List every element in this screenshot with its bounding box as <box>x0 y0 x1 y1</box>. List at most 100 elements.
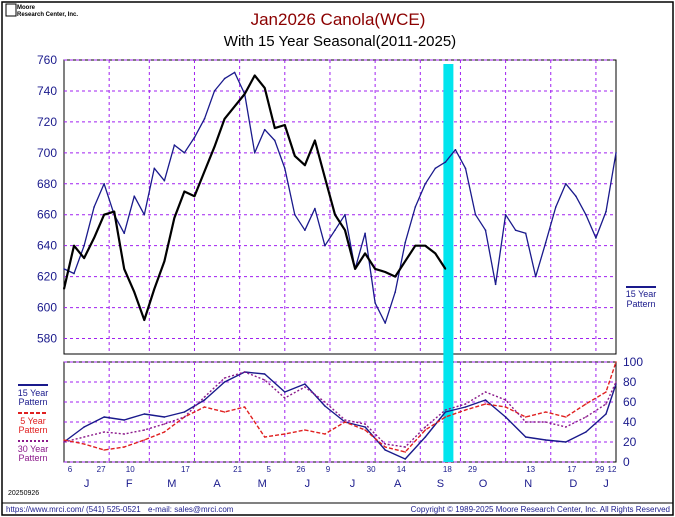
x-day-tick-label: 13 <box>526 465 535 474</box>
x-day-tick-label: 21 <box>233 465 242 474</box>
seasonal-15yr-point <box>163 416 166 418</box>
price-point <box>133 291 136 293</box>
seasonal-30yr-point <box>544 421 547 423</box>
price-point <box>153 288 156 290</box>
price-point <box>324 176 326 179</box>
pattern-15yr-point <box>374 302 376 304</box>
seasonal-15yr-point <box>524 436 527 438</box>
price-point <box>173 217 176 219</box>
seasonal-5yr-point <box>83 443 85 445</box>
seasonal-30yr-point <box>585 416 587 418</box>
seasonal-30yr-point <box>615 381 617 383</box>
pattern-15yr-point <box>304 229 306 232</box>
seasonal-30yr-point <box>384 443 386 445</box>
price-point <box>253 74 256 77</box>
pattern-15yr-point <box>133 195 136 197</box>
pattern-15yr-point <box>173 144 176 146</box>
price-point <box>284 124 286 126</box>
seasonal-15yr-point <box>103 416 105 418</box>
legend-30yr-line1: 30 Year <box>18 444 49 454</box>
pattern-15yr-point <box>404 241 407 244</box>
right-pattern-line2: Pattern <box>626 299 655 309</box>
x-day-tick-label: 29 <box>468 465 477 474</box>
seasonal-5yr-point <box>544 411 547 413</box>
price-point <box>93 237 95 239</box>
pattern-15yr-point <box>494 283 497 286</box>
price-point <box>73 244 75 247</box>
seasonal-5yr-point <box>585 403 587 405</box>
seasonal-30yr-point <box>203 396 206 398</box>
seasonal-5yr-point <box>243 406 246 408</box>
pattern-15yr-point <box>123 232 126 235</box>
price-point <box>243 93 246 95</box>
seasonal-30yr-point <box>484 391 487 393</box>
pattern-15yr-point <box>253 152 256 154</box>
x-day-tick-label: 18 <box>443 465 452 474</box>
pattern-15yr-point <box>504 213 507 216</box>
seasonal-15yr-point <box>464 406 467 408</box>
price-point <box>344 229 346 232</box>
seasonal-5yr-point <box>284 433 286 435</box>
seasonal-15yr-point <box>444 411 447 413</box>
legend-15yr-line2: Pattern <box>18 397 47 407</box>
seasonal-30yr-point <box>63 441 65 443</box>
pattern-15yr-point <box>444 161 447 163</box>
seasonal-15yr-point <box>484 399 487 401</box>
price-point <box>83 257 85 259</box>
x-month-label: J <box>603 478 609 490</box>
seasonal-30yr-point <box>163 423 166 425</box>
price-point <box>263 87 266 89</box>
price-series <box>62 71 617 324</box>
x-month-label: A <box>213 478 221 490</box>
price-point <box>294 155 296 157</box>
x-day-tick-label: 17 <box>567 465 576 474</box>
x-month-label: J <box>350 478 356 490</box>
price-y-tick-label: 740 <box>37 84 57 98</box>
chart-subtitle: With 15 Year Seasonal(2011-2025) <box>224 33 456 50</box>
price-y-tick-label: 600 <box>37 301 57 315</box>
x-day-tick-label: 29 <box>595 465 604 474</box>
x-day-tick-label: 10 <box>126 465 135 474</box>
brand-line2: Research Center, Inc. <box>17 12 78 18</box>
footer-email[interactable]: e-mail: sales@mrci.com <box>148 505 234 514</box>
x-month-label: O <box>479 478 488 490</box>
pattern-15yr-point <box>534 275 537 278</box>
price-point <box>233 105 236 108</box>
pattern-15yr-point <box>544 241 547 244</box>
pattern-15yr-point <box>73 272 75 275</box>
pattern-15yr-point <box>334 229 336 232</box>
pattern-15yr-point <box>454 148 457 151</box>
seasonal-15yr-point <box>544 439 547 441</box>
price-y-tick-label: 700 <box>37 146 57 160</box>
seasonal-y-axis: 0 20 40 60 80 100 <box>623 355 643 469</box>
price-point <box>123 268 126 270</box>
seasonal-30yr-point <box>404 446 407 448</box>
pattern-15yr-point <box>394 291 397 293</box>
price-point <box>143 319 146 321</box>
pattern-15yr-point <box>193 136 196 139</box>
seasonal-y-tick-label: 20 <box>623 435 637 449</box>
x-day-tick-label: 26 <box>296 465 305 474</box>
seasonal-15yr-point <box>304 383 306 385</box>
seasonal-5yr-point <box>364 429 366 431</box>
footer-website[interactable]: https://www.mrci.com/ <box>6 505 85 514</box>
price-point <box>193 195 196 197</box>
seasonal-30yr-point <box>565 426 567 428</box>
pattern-15yr-point <box>474 213 477 216</box>
price-point <box>103 213 105 216</box>
legend-30yr-line2: Pattern <box>18 453 47 463</box>
pattern-15yr-point <box>294 213 296 216</box>
price-point <box>434 252 437 255</box>
price-point <box>273 127 276 129</box>
legend-15yr-line1: 15 Year <box>18 388 49 398</box>
seasonal-5yr-point <box>203 406 206 408</box>
pattern-15yr-point <box>464 167 467 170</box>
seasonal-15yr-point <box>605 413 607 415</box>
legend-5yr-line2: Pattern <box>18 425 47 435</box>
pattern-15yr-point <box>153 167 156 170</box>
x-day-tick-label: 6 <box>68 465 73 474</box>
pattern-15yr-point <box>203 118 206 120</box>
seasonal-30yr-point <box>304 386 306 388</box>
price-y-tick-label: 640 <box>37 239 57 253</box>
